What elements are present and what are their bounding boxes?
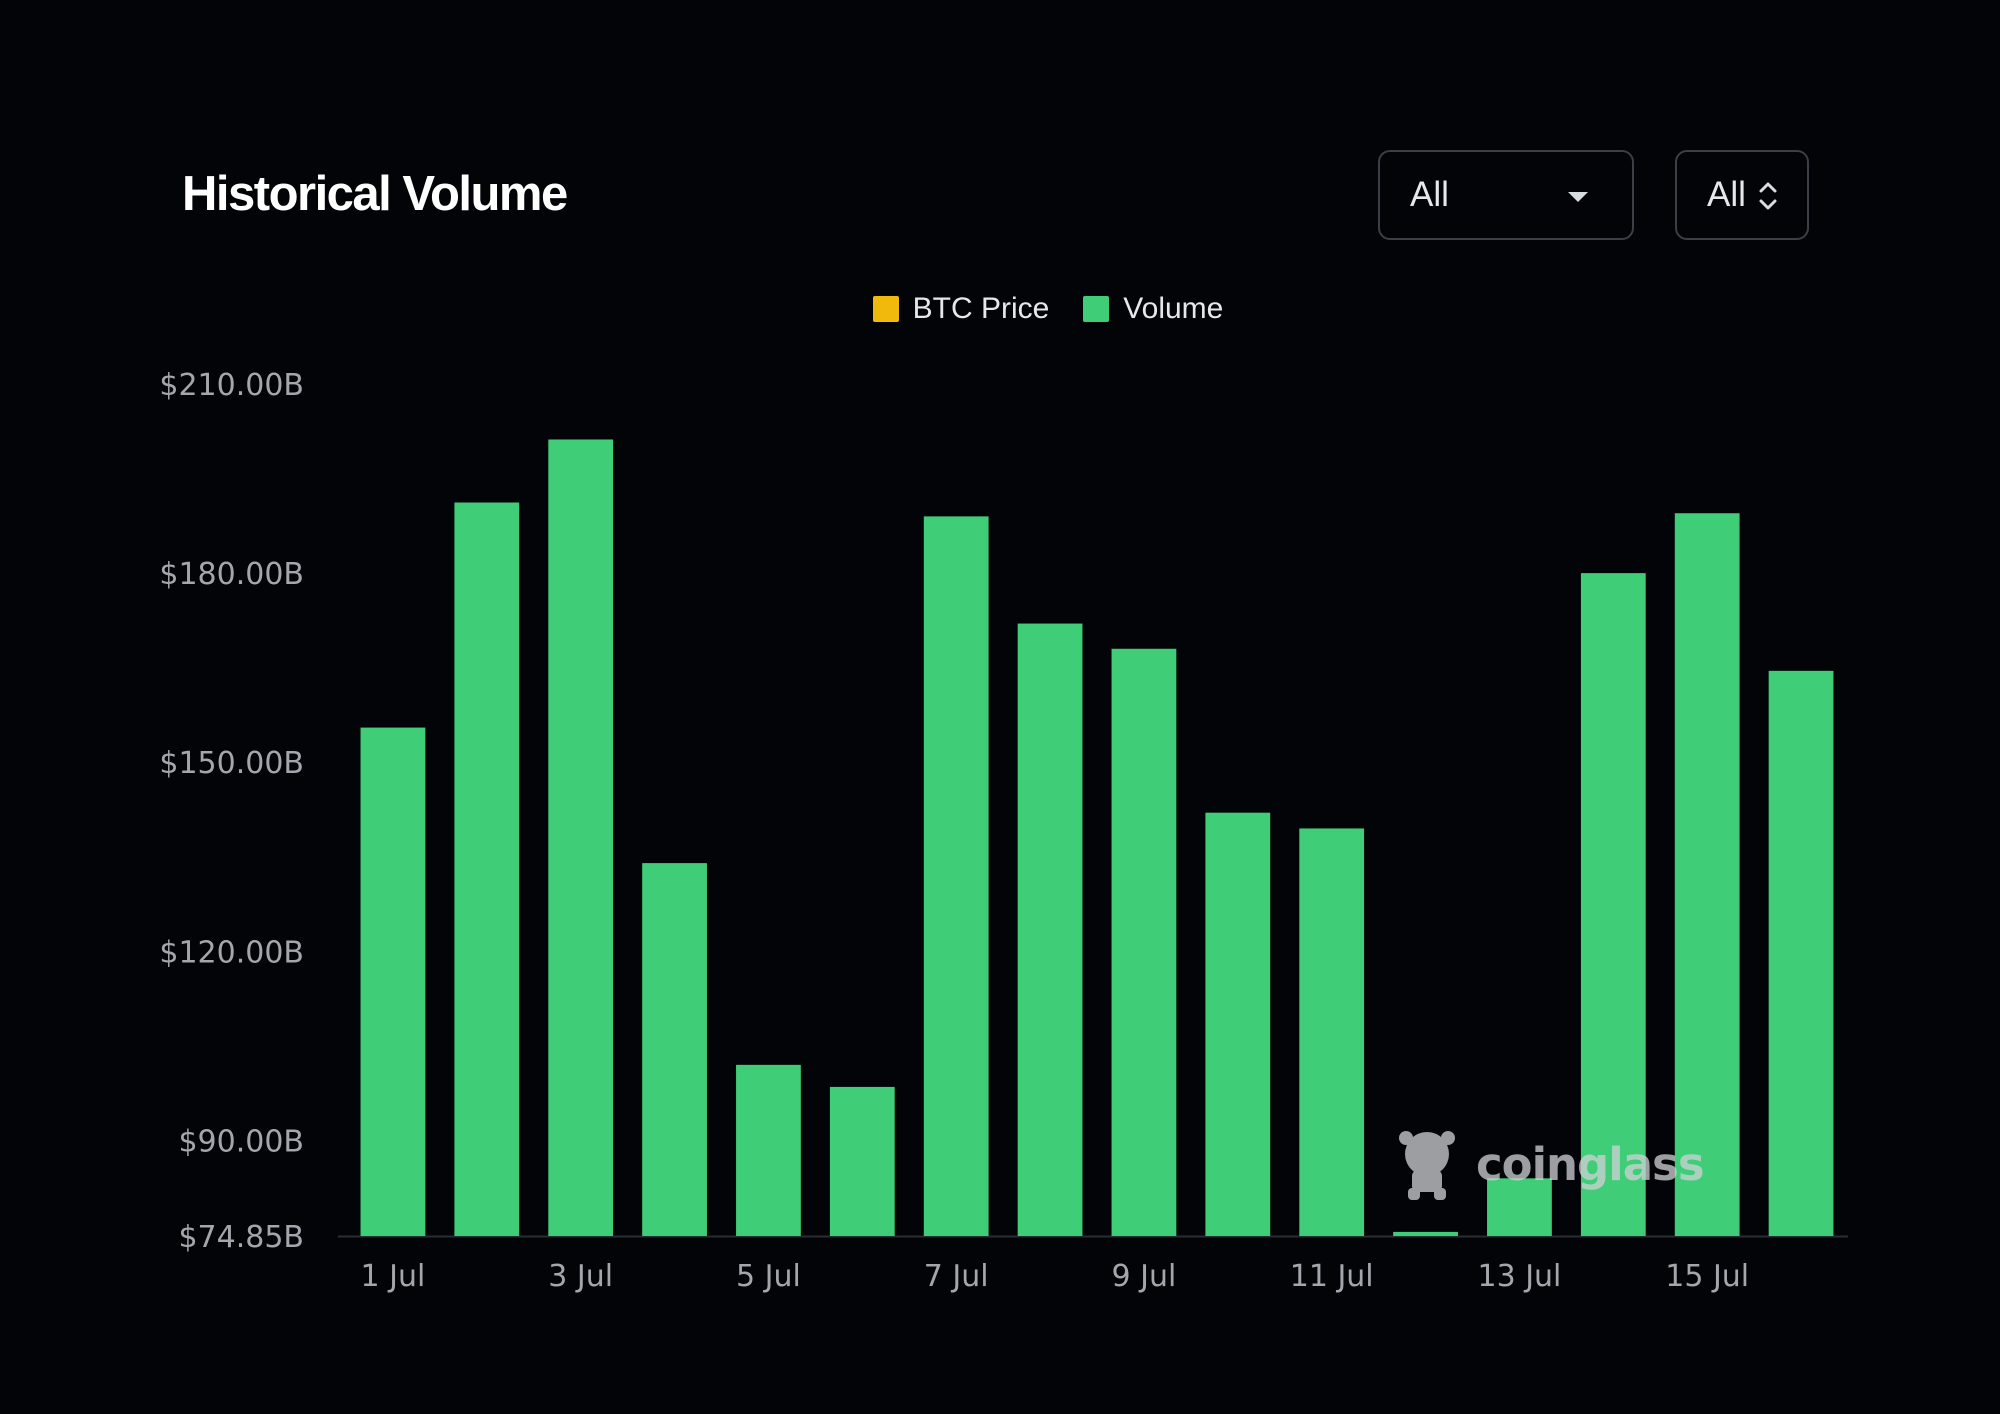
- x-tick-label: 3 Jul: [548, 1259, 613, 1294]
- volume-bar[interactable]: [1205, 812, 1271, 1236]
- coinglass-watermark: coinglass: [1392, 1126, 1705, 1202]
- x-tick-label: 13 Jul: [1477, 1259, 1561, 1294]
- sort-select[interactable]: All: [1675, 150, 1809, 240]
- sort-select-value: All: [1707, 175, 1746, 214]
- volume-bar[interactable]: [1393, 1231, 1458, 1236]
- x-tick-label: 11 Jul: [1290, 1259, 1374, 1294]
- volume-bar[interactable]: [1017, 623, 1083, 1236]
- page-title: Historical Volume: [182, 167, 568, 221]
- watermark-text: coinglass: [1476, 1137, 1705, 1191]
- y-tick-label: $90.00B: [178, 1124, 304, 1159]
- legend-swatch-volume: [1083, 296, 1110, 322]
- volume-bar[interactable]: [454, 502, 520, 1236]
- volume-bar[interactable]: [923, 516, 989, 1236]
- y-tick-label: $120.00B: [159, 935, 304, 970]
- coinglass-logo-icon: [1399, 1131, 1455, 1200]
- up-down-chevron-icon: [1759, 182, 1777, 210]
- x-tick-label: 7 Jul: [924, 1259, 989, 1294]
- x-tick-label: 1 Jul: [361, 1259, 426, 1294]
- volume-bar[interactable]: [1674, 513, 1740, 1236]
- filter-dropdown-value: All: [1410, 175, 1449, 214]
- volume-bar[interactable]: [548, 439, 614, 1236]
- volume-bar[interactable]: [642, 863, 707, 1236]
- chart-legend: BTC Price Volume: [0, 292, 2000, 326]
- caret-down-icon: [1568, 192, 1588, 202]
- y-tick-label: $210.00B: [159, 368, 304, 403]
- legend-label-btc-price: BTC Price: [912, 292, 1050, 325]
- filter-dropdown[interactable]: All: [1378, 150, 1634, 240]
- volume-bar[interactable]: [360, 727, 426, 1236]
- legend-label-volume: Volume: [1123, 292, 1224, 325]
- volume-bar[interactable]: [736, 1064, 801, 1236]
- legend-item-btc-price[interactable]: BTC Price: [872, 292, 1050, 326]
- y-tick-label: $150.00B: [159, 746, 304, 781]
- legend-item-volume[interactable]: Volume: [1083, 292, 1223, 326]
- legend-swatch-btc-price: [872, 296, 899, 322]
- volume-bar[interactable]: [1580, 573, 1646, 1236]
- volume-bar[interactable]: [1111, 648, 1177, 1236]
- volume-bar[interactable]: [829, 1086, 895, 1236]
- x-tick-label: 15 Jul: [1665, 1259, 1749, 1294]
- x-tick-label: 9 Jul: [1112, 1259, 1177, 1294]
- volume-bar[interactable]: [1768, 670, 1834, 1236]
- volume-bar[interactable]: [1299, 828, 1365, 1236]
- x-tick-label: 5 Jul: [736, 1259, 801, 1294]
- volume-bar[interactable]: [1487, 1178, 1552, 1236]
- y-tick-label: $180.00B: [159, 557, 304, 592]
- y-tick-label: $74.85B: [178, 1220, 304, 1255]
